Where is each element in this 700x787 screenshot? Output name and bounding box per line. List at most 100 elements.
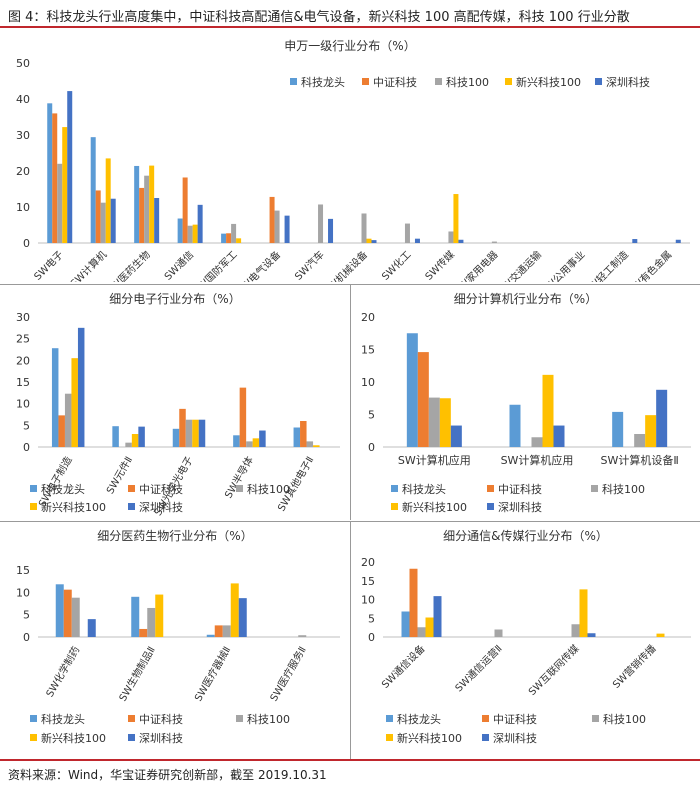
legend-swatch-3 [391,503,398,510]
bar-4 [656,389,668,447]
legend-swatch-1 [487,485,494,492]
legend-swatch-3 [386,734,393,741]
y-tick-label: 50 [16,57,30,70]
bar-3 [155,594,164,637]
chart-pharma: 细分医药生物行业分布（%） 0 5 10 15 SW化学制药 SW生物制品Ⅱ SW医疗器械Ⅱ S… [16,529,340,745]
legend-swatch-4 [128,503,135,510]
bar-3 [656,633,665,637]
x-tick-label: SW医疗器械Ⅱ [192,644,234,703]
legend-label-4: 深圳科技 [606,75,650,89]
y-tick-label: 0 [23,237,30,250]
bar-2 [185,419,193,447]
bar-0 [177,218,183,243]
source-note: 资料来源：Wind，华宝证券研究创新部，截至 2019.10.31 [8,768,327,782]
bar-3 [230,583,239,637]
bar-2 [491,241,497,243]
y-tick-label: 5 [368,612,375,625]
x-tick-label: SW医药生物 [104,248,153,282]
y-tick-label: 0 [368,631,375,644]
legend-swatch-0 [290,78,297,85]
bar-0 [172,428,180,447]
chart-title: 申万一级行业分布（%） [284,39,415,53]
y-tick-label: 5 [23,609,30,622]
legend-swatch-3 [30,503,37,510]
y-tick-label: 10 [16,586,30,599]
bar-2 [125,442,132,447]
top-rule [0,26,700,28]
legend-swatch-0 [386,715,393,722]
chart-computer: 细分计算机行业分布（%） 0 5 10 15 20 SW计算机应用 SW计算机应用 SW计算机设… [361,291,691,514]
bar-3 [542,374,554,447]
x-tick-label: SW家用电器 [452,248,501,282]
legend-label-3: 新兴科技100 [41,500,106,514]
bar-0 [406,333,418,447]
bar-2 [634,434,646,447]
y-tick-label: 30 [16,311,30,324]
x-tick-label: SW营销传播 [610,642,659,691]
legend-label-0: 科技龙头 [41,482,85,496]
y-tick-label: 25 [16,333,30,346]
legend-label-4: 深圳科技 [139,731,183,745]
bar-3 [425,617,434,637]
chart-title: 细分电子行业分布（%） [109,292,240,306]
legend-label-4: 深圳科技 [498,500,542,514]
bar-2 [318,204,324,243]
bar-0 [47,103,53,243]
legend-label-1: 中证科技 [373,75,417,89]
y-tick-label: 15 [361,344,375,357]
y-tick-label: 20 [361,556,375,569]
legend-label-1: 中证科技 [498,482,542,496]
x-tick-label: SW公用事业 [538,248,587,282]
legend-swatch-1 [128,485,135,492]
bar-0 [90,137,96,243]
bar-4 [238,598,247,637]
bar-4 [138,426,145,447]
legend-swatch-2 [591,485,598,492]
bar-2 [571,624,580,637]
legend-swatch-4 [128,734,135,741]
bar-0 [55,584,64,637]
bar-0 [112,426,119,447]
legend-label-2: 科技100 [247,482,290,496]
bar-4 [433,596,442,637]
bar-3 [71,358,78,447]
divider-col2 [350,521,351,759]
chart-telecom-media: 细分通信&传媒行业分布（%） 0 5 10 15 20 SW通信设备 SW通信运营Ⅱ SW互联网… [361,528,691,745]
legend-label-2: 科技100 [603,712,646,726]
bar-3 [105,158,111,243]
y-tick-label: 10 [361,376,375,389]
bar-2 [404,223,410,243]
bar-4 [587,633,596,637]
y-tick-label: 10 [16,201,30,214]
legend-swatch-0 [391,485,398,492]
bar-4 [414,238,420,243]
bar-1 [52,113,58,244]
bar-0 [293,427,301,447]
legend-swatch-1 [482,715,489,722]
x-tick-label: SW计算机 [67,248,109,282]
legend-label-0: 科技龙头 [301,75,345,89]
bar-1 [269,196,275,243]
legend-swatch-4 [482,734,489,741]
y-tick-label: 30 [16,129,30,142]
legend-swatch-1 [362,78,369,85]
bar-1 [417,352,429,447]
bar-4 [632,239,638,243]
legend-label-1: 中证科技 [139,712,183,726]
bar-2 [298,635,307,637]
bar-4 [77,327,85,447]
x-tick-label: SW机械设备 [321,248,370,282]
figure-title: 图 4：科技龙头行业高度集中，中证科技高配通信&电气设备，新兴科技 100 高配… [8,10,630,25]
legend-label-0: 科技龙头 [397,712,441,726]
bar-2 [71,597,80,637]
legend-label-0: 科技龙头 [402,482,446,496]
bar-3 [313,445,320,447]
bar-3 [192,419,199,447]
chart-title: 细分医药生物行业分布（%） [97,529,252,543]
y-tick-label: 0 [368,441,375,454]
bar-1 [139,628,148,637]
legend-swatch-2 [592,715,599,722]
bar-4 [154,198,160,243]
legend-swatch-3 [505,78,512,85]
bar-2 [494,629,503,637]
